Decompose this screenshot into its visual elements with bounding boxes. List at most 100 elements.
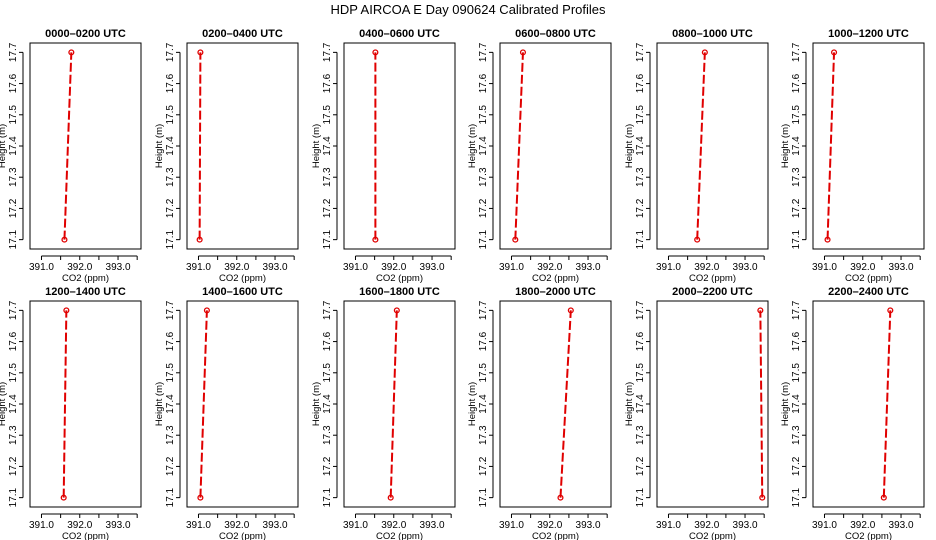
profile-point xyxy=(824,236,831,243)
profile-point xyxy=(880,494,887,501)
panel-title: 1800–2000 UTC xyxy=(515,286,596,298)
y-tick-label: 17.5 xyxy=(322,363,333,383)
x-tick-label: 391.0 xyxy=(656,520,681,531)
plot-frame xyxy=(343,300,456,508)
y-axis-label: Height (m) xyxy=(624,124,635,168)
y-tick-label: 17.6 xyxy=(635,331,646,351)
y-axis-label: Height (m) xyxy=(467,382,478,426)
x-axis-label: CO2 (ppm) xyxy=(219,273,266,284)
y-tick-label: 17.6 xyxy=(322,73,333,93)
profile-line xyxy=(826,52,836,240)
y-tick-label: 17.3 xyxy=(322,167,333,187)
y-tick-label: 17.4 xyxy=(791,136,802,156)
profile-point xyxy=(887,307,894,314)
x-axis-label: CO2 (ppm) xyxy=(62,531,109,540)
y-tick-label: 17.2 xyxy=(478,456,489,476)
x-tick-label: 391.0 xyxy=(499,520,524,531)
profile-point xyxy=(701,49,708,56)
plot-frame xyxy=(29,42,142,250)
y-tick-label: 17.3 xyxy=(8,425,19,445)
y-tick-label: 17.4 xyxy=(478,394,489,414)
y-tick-label: 17.2 xyxy=(635,456,646,476)
x-axis-label: CO2 (ppm) xyxy=(376,531,423,540)
profile-line xyxy=(198,52,202,240)
plot-frame xyxy=(499,300,612,508)
panel-title: 1000–1200 UTC xyxy=(828,28,909,40)
profile-point xyxy=(197,49,204,56)
y-tick-label: 17.2 xyxy=(791,456,802,476)
profile-point xyxy=(372,49,379,56)
y-tick-label: 17.6 xyxy=(791,73,802,93)
profile-point xyxy=(567,307,574,314)
panel-title: 2200–2400 UTC xyxy=(828,286,909,298)
y-axis-label: Height (m) xyxy=(154,382,165,426)
x-tick-label: 391.0 xyxy=(29,262,54,273)
y-tick-label: 17.1 xyxy=(635,487,646,507)
y-tick-label: 17.3 xyxy=(322,425,333,445)
y-tick-label: 17.4 xyxy=(8,136,19,156)
plot-frame xyxy=(812,300,925,508)
x-tick-label: 391.0 xyxy=(656,262,681,273)
profile-line xyxy=(759,310,764,498)
profile-point xyxy=(203,307,210,314)
y-tick-label: 17.7 xyxy=(635,42,646,62)
x-tick-label: 393.0 xyxy=(420,520,445,531)
plot-frame xyxy=(343,42,456,250)
y-tick-label: 17.2 xyxy=(635,198,646,218)
x-tick-label: 393.0 xyxy=(263,262,288,273)
y-tick-label: 17.7 xyxy=(791,42,802,62)
x-axis-label: CO2 (ppm) xyxy=(219,531,266,540)
profile-point xyxy=(519,49,527,56)
profile-line xyxy=(559,310,572,498)
x-tick-label: 392.0 xyxy=(381,262,406,273)
x-tick-label: 393.0 xyxy=(576,520,601,531)
y-tick-label: 17.3 xyxy=(8,167,19,187)
panel-title: 1200–1400 UTC xyxy=(45,286,126,298)
x-tick-label: 392.0 xyxy=(850,520,875,531)
y-tick-label: 17.2 xyxy=(791,198,802,218)
y-tick-label: 17.5 xyxy=(791,105,802,125)
y-tick-label: 17.7 xyxy=(165,42,176,62)
x-axis-label: CO2 (ppm) xyxy=(376,273,423,284)
x-tick-label: 392.0 xyxy=(694,520,719,531)
y-tick-label: 17.4 xyxy=(635,394,646,414)
profile-line xyxy=(882,310,892,498)
y-axis-label: Height (m) xyxy=(467,124,478,168)
y-tick-label: 17.5 xyxy=(322,105,333,125)
x-tick-label: 392.0 xyxy=(537,520,562,531)
profile-point xyxy=(512,236,519,243)
x-tick-label: 392.0 xyxy=(224,520,249,531)
x-axis-label: CO2 (ppm) xyxy=(845,531,892,540)
y-tick-label: 17.4 xyxy=(165,136,176,156)
x-tick-label: 391.0 xyxy=(186,262,211,273)
panel-title: 0000–0200 UTC xyxy=(45,28,126,40)
y-tick-label: 17.5 xyxy=(8,105,19,125)
y-tick-label: 17.3 xyxy=(165,167,176,187)
x-axis-label: CO2 (ppm) xyxy=(532,273,579,284)
plot-frame xyxy=(186,42,299,250)
y-tick-label: 17.4 xyxy=(791,394,802,414)
x-tick-label: 391.0 xyxy=(812,262,837,273)
y-tick-label: 17.6 xyxy=(165,73,176,93)
profile-point xyxy=(557,494,564,501)
y-tick-label: 17.5 xyxy=(635,105,646,125)
y-axis-label: Height (m) xyxy=(154,124,165,168)
y-axis-label: Height (m) xyxy=(0,124,8,168)
y-tick-label: 17.1 xyxy=(478,487,489,507)
x-tick-label: 392.0 xyxy=(850,262,875,273)
y-tick-label: 17.3 xyxy=(478,167,489,187)
plot-frame xyxy=(499,42,612,250)
plot-frame xyxy=(656,300,769,508)
y-tick-label: 17.4 xyxy=(322,394,333,414)
y-tick-label: 17.4 xyxy=(635,136,646,156)
y-tick-label: 17.7 xyxy=(165,300,176,320)
panel-title: 0600–0800 UTC xyxy=(515,28,596,40)
y-tick-label: 17.1 xyxy=(478,229,489,249)
y-tick-label: 17.3 xyxy=(635,167,646,187)
